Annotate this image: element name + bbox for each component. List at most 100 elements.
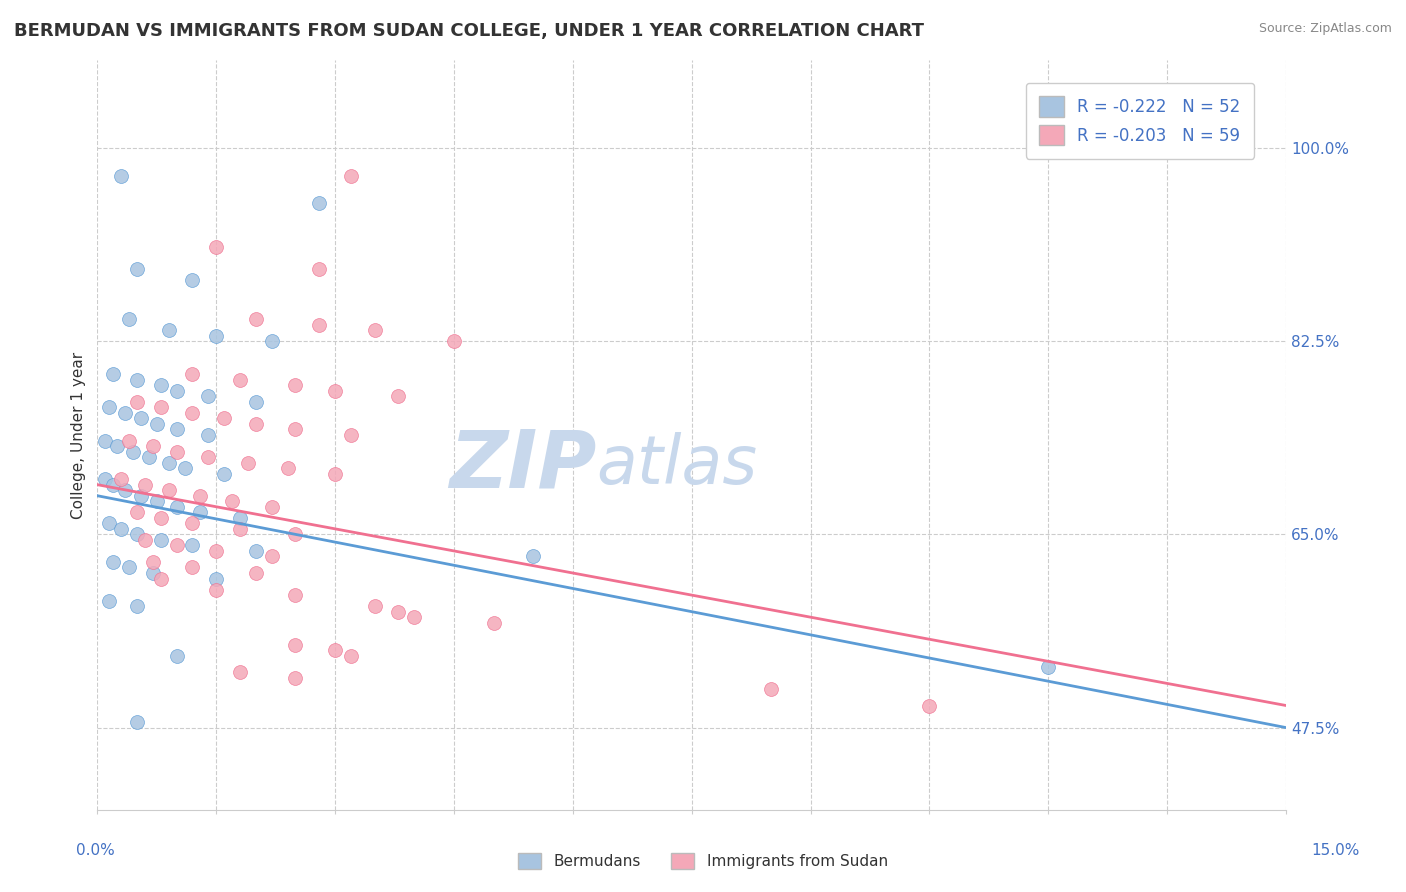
Point: [277, 461, 299, 475]
Point: [149, 533, 172, 547]
Point: [918, 698, 941, 713]
Point: [166, 422, 188, 436]
Point: [98, 516, 121, 531]
Point: [157, 456, 180, 470]
Point: [363, 599, 385, 614]
Point: [94, 434, 117, 448]
Point: [284, 527, 307, 541]
Point: [284, 671, 307, 685]
Point: [110, 169, 132, 183]
Legend: Bermudans, Immigrants from Sudan: Bermudans, Immigrants from Sudan: [512, 847, 894, 875]
Point: [205, 572, 228, 586]
Point: [205, 544, 228, 558]
Point: [260, 500, 283, 514]
Point: [146, 494, 169, 508]
Point: [284, 588, 307, 602]
Point: [245, 417, 267, 431]
Point: [245, 395, 267, 409]
Point: [404, 610, 426, 624]
Point: [308, 196, 330, 211]
Point: [181, 516, 204, 531]
Point: [142, 566, 165, 580]
Point: [118, 560, 141, 574]
Point: [98, 401, 121, 415]
Point: [387, 389, 409, 403]
Point: [308, 262, 330, 277]
Point: [323, 384, 346, 398]
Point: [125, 262, 148, 277]
Point: [212, 467, 235, 481]
Y-axis label: College, Under 1 year: College, Under 1 year: [72, 351, 86, 518]
Text: 15.0%: 15.0%: [1312, 843, 1360, 858]
Point: [229, 373, 252, 387]
Point: [181, 560, 204, 574]
Text: 0.0%: 0.0%: [76, 843, 115, 858]
Point: [205, 328, 228, 343]
Point: [197, 389, 219, 403]
Point: [284, 378, 307, 392]
Point: [166, 538, 188, 552]
Point: [125, 395, 148, 409]
Point: [245, 566, 267, 580]
Point: [205, 582, 228, 597]
Point: [125, 373, 148, 387]
Point: [340, 169, 363, 183]
Point: [110, 522, 132, 536]
Point: [181, 368, 204, 382]
Point: [118, 312, 141, 326]
Point: [134, 477, 156, 491]
Point: [134, 533, 156, 547]
Point: [166, 384, 188, 398]
Point: [98, 593, 121, 607]
Point: [181, 406, 204, 420]
Point: [482, 615, 505, 630]
Text: BERMUDAN VS IMMIGRANTS FROM SUDAN COLLEGE, UNDER 1 YEAR CORRELATION CHART: BERMUDAN VS IMMIGRANTS FROM SUDAN COLLEG…: [14, 22, 924, 40]
Point: [323, 467, 346, 481]
Point: [245, 312, 267, 326]
Point: [149, 378, 172, 392]
Point: [103, 477, 125, 491]
Point: [190, 505, 212, 519]
Point: [129, 489, 152, 503]
Point: [125, 599, 148, 614]
Point: [149, 510, 172, 524]
Point: [308, 318, 330, 332]
Point: [221, 494, 243, 508]
Point: [105, 439, 128, 453]
Point: [181, 538, 204, 552]
Legend: R = -0.222   N = 52, R = -0.203   N = 59: R = -0.222 N = 52, R = -0.203 N = 59: [1025, 83, 1254, 159]
Point: [363, 323, 385, 337]
Point: [103, 368, 125, 382]
Point: [157, 483, 180, 498]
Point: [166, 444, 188, 458]
Point: [125, 505, 148, 519]
Point: [260, 549, 283, 564]
Point: [114, 406, 136, 420]
Point: [118, 434, 141, 448]
Point: [181, 273, 204, 287]
Point: [229, 522, 252, 536]
Point: [122, 444, 145, 458]
Point: [212, 411, 235, 425]
Point: [443, 334, 465, 348]
Point: [236, 456, 259, 470]
Point: [103, 555, 125, 569]
Point: [190, 489, 212, 503]
Point: [114, 483, 136, 498]
Point: [323, 643, 346, 657]
Text: Source: ZipAtlas.com: Source: ZipAtlas.com: [1258, 22, 1392, 36]
Point: [260, 334, 283, 348]
Point: [387, 605, 409, 619]
Point: [522, 549, 544, 564]
Point: [229, 510, 252, 524]
Point: [245, 544, 267, 558]
Point: [146, 417, 169, 431]
Point: [138, 450, 160, 464]
Text: atlas: atlas: [596, 432, 758, 498]
Point: [1038, 660, 1060, 674]
Point: [759, 681, 782, 696]
Point: [229, 665, 252, 680]
Point: [142, 439, 165, 453]
Point: [94, 472, 117, 486]
Point: [197, 428, 219, 442]
